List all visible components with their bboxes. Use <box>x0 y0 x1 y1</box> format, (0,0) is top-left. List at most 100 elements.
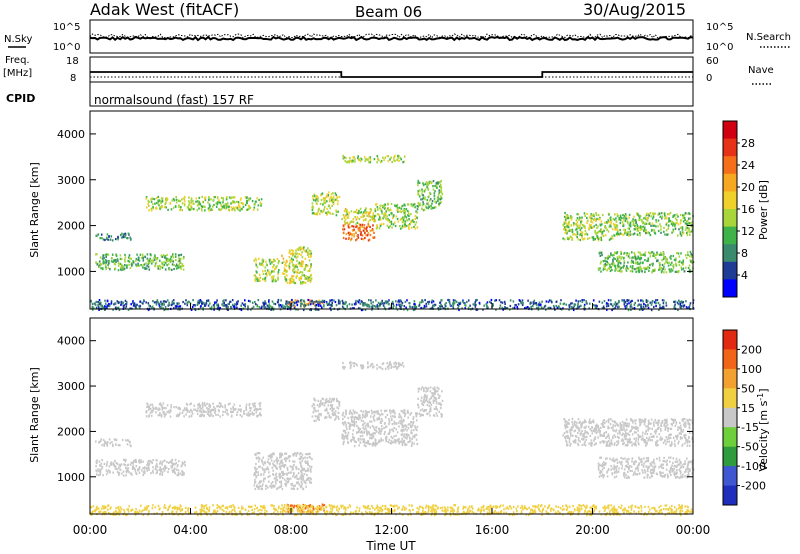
echo-cell <box>174 255 177 258</box>
echo-cell <box>436 181 439 184</box>
echo-cell <box>301 281 303 285</box>
echo-cell <box>95 300 98 303</box>
echo-cell <box>306 251 309 254</box>
echo-cell <box>428 205 430 208</box>
echo-cell <box>588 302 591 305</box>
echo-cell <box>532 301 535 304</box>
echo-cell <box>175 263 178 266</box>
echo-cell <box>284 306 287 309</box>
echo-cell <box>316 404 319 407</box>
echo-cell <box>336 203 339 206</box>
echo-cell <box>342 231 345 234</box>
echo-cell <box>113 262 116 265</box>
echo-cell <box>243 412 246 415</box>
echo-cell <box>193 208 195 211</box>
echo-cell <box>112 462 115 465</box>
echo-cell <box>294 305 296 308</box>
echo-cell <box>639 226 642 229</box>
echo-cell <box>302 260 304 263</box>
echo-cell <box>383 306 386 309</box>
echo-cell <box>597 237 600 240</box>
echo-cell <box>601 231 604 234</box>
echo-cell <box>253 203 256 206</box>
echo-cell <box>131 261 133 265</box>
echo-cell <box>117 259 119 262</box>
echo-cell <box>317 302 319 305</box>
echo-cell <box>421 401 424 404</box>
echo-cell <box>411 424 414 427</box>
echo-cell <box>226 204 229 207</box>
echo-cell <box>159 264 161 267</box>
echo-cell <box>375 410 378 413</box>
echo-cell <box>293 460 296 463</box>
echo-cell <box>580 226 583 230</box>
echo-cell <box>365 427 367 430</box>
echo-cell <box>438 202 440 205</box>
echo-cell <box>269 456 272 459</box>
echo-cell <box>575 234 577 237</box>
echo-cell <box>392 415 394 418</box>
echo-cell <box>368 211 371 214</box>
echo-cell <box>359 431 362 434</box>
echo-cell <box>162 254 165 257</box>
echo-cell <box>197 299 200 302</box>
echo-cell <box>182 264 185 268</box>
echo-cell <box>332 413 334 417</box>
echo-cell <box>669 211 672 214</box>
echo-cell <box>214 301 216 304</box>
noise-panel-frame <box>89 19 694 54</box>
echo-cell <box>459 302 461 305</box>
echo-cell <box>360 409 362 413</box>
echo-cell <box>209 414 212 417</box>
echo-cell <box>647 216 649 220</box>
echo-cell <box>398 154 400 158</box>
echo-cell <box>353 416 356 419</box>
echo-cell <box>432 180 435 183</box>
echo-cell <box>673 215 676 218</box>
echo-cell <box>573 233 576 236</box>
echo-cell <box>103 444 105 447</box>
echo-cell <box>368 432 370 435</box>
echo-cell <box>627 230 629 234</box>
echo-cell <box>452 305 454 308</box>
echo-cell <box>411 306 414 309</box>
echo-cell <box>499 304 502 307</box>
echo-cell <box>592 237 595 240</box>
echo-cell <box>248 207 250 210</box>
echo-cell <box>286 473 288 476</box>
echo-cell <box>221 405 224 408</box>
echo-cell <box>374 444 377 447</box>
echo-cell <box>130 303 132 306</box>
echo-cell <box>288 251 291 254</box>
echo-cell <box>681 231 684 234</box>
echo-cell <box>152 409 154 412</box>
echo-cell <box>389 412 392 415</box>
echo-cell <box>271 455 273 458</box>
echo-cell <box>258 485 260 488</box>
echo-cell <box>421 408 424 411</box>
echo-cell <box>313 419 315 422</box>
echo-cell <box>99 473 101 476</box>
echo-cell <box>180 464 183 467</box>
echo-cell <box>676 252 678 255</box>
echo-cell <box>262 483 264 486</box>
echo-cell <box>259 480 261 483</box>
echo-cell <box>650 215 652 218</box>
echo-cell <box>632 220 635 223</box>
echo-cell <box>263 468 265 471</box>
echo-cell <box>317 409 319 412</box>
echo-cell <box>113 464 115 467</box>
echo-cell <box>384 409 386 412</box>
echo-cell <box>364 416 367 419</box>
echo-cell <box>255 462 257 466</box>
echo-cell <box>352 429 355 432</box>
echo-cell <box>262 259 265 262</box>
echo-cell <box>196 200 199 203</box>
echo-cell <box>649 255 652 258</box>
echo-cell <box>300 265 303 268</box>
echo-cell <box>297 262 300 265</box>
echo-cell <box>355 218 358 221</box>
echo-cell <box>166 264 168 267</box>
echo-cell <box>358 415 360 418</box>
